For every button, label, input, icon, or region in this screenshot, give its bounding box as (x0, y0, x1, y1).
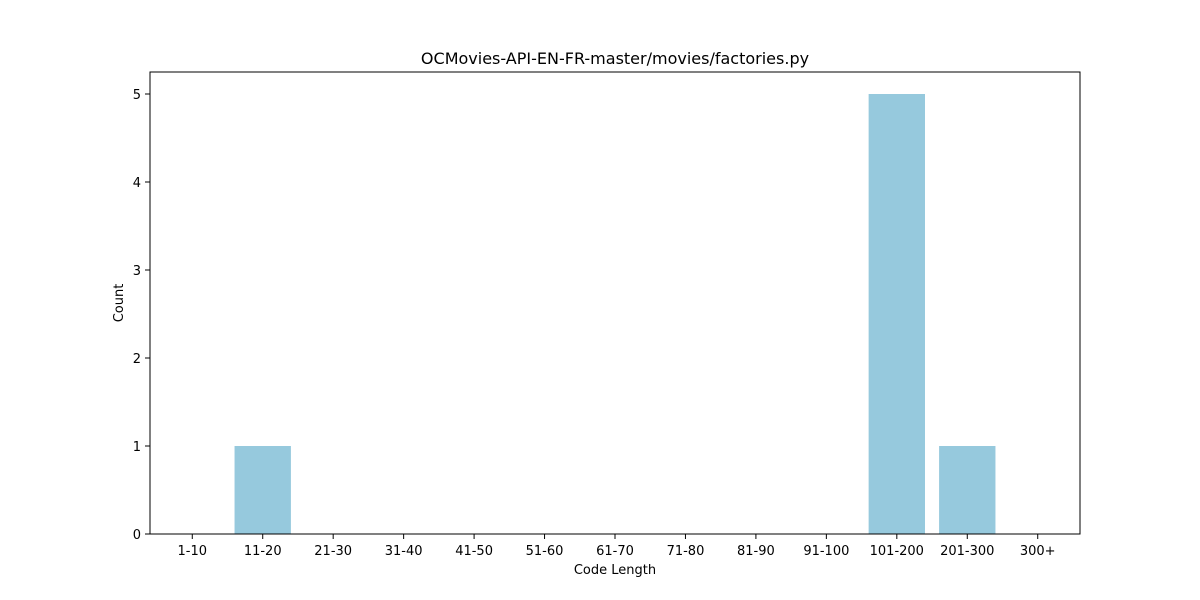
x-tick-label: 81-90 (737, 544, 775, 559)
x-tick-label: 91-100 (803, 544, 849, 559)
bars-group (234, 94, 996, 534)
y-tick-label: 5 (133, 88, 141, 103)
x-tick-label: 21-30 (314, 544, 352, 559)
x-tick-label: 61-70 (596, 544, 634, 559)
y-tick-label: 2 (133, 352, 141, 367)
y-tick-label: 4 (133, 176, 141, 191)
x-tick-label: 201-300 (940, 544, 994, 559)
x-tick-label: 1-10 (178, 544, 208, 559)
y-axis-ticks: 0 1 2 3 4 5 (133, 88, 150, 543)
x-tick-label: 11-20 (244, 544, 282, 559)
chart-title: OCMovies-API-EN-FR-master/movies/factori… (421, 49, 809, 68)
x-tick-label: 300+ (1020, 544, 1056, 559)
plot-frame (149, 71, 1081, 535)
y-axis-label: Count (112, 284, 127, 323)
x-tick-label: 51-60 (526, 544, 564, 559)
x-tick-label: 71-80 (667, 544, 705, 559)
x-tick-label: 41-50 (455, 544, 493, 559)
y-tick-label: 3 (133, 264, 141, 279)
bar-11-20 (234, 446, 291, 534)
bar-101-200 (868, 94, 925, 534)
bar-201-300 (939, 446, 996, 534)
x-axis-label: Code Length (574, 563, 656, 578)
x-tick-label: 101-200 (870, 544, 924, 559)
x-tick-label: 31-40 (385, 544, 423, 559)
x-axis-ticks: 1-10 11-20 21-30 31-40 41-50 51-60 61-70 71-80 8… (178, 534, 1056, 559)
y-tick-label: 1 (133, 440, 141, 455)
y-tick-label: 0 (133, 528, 141, 543)
